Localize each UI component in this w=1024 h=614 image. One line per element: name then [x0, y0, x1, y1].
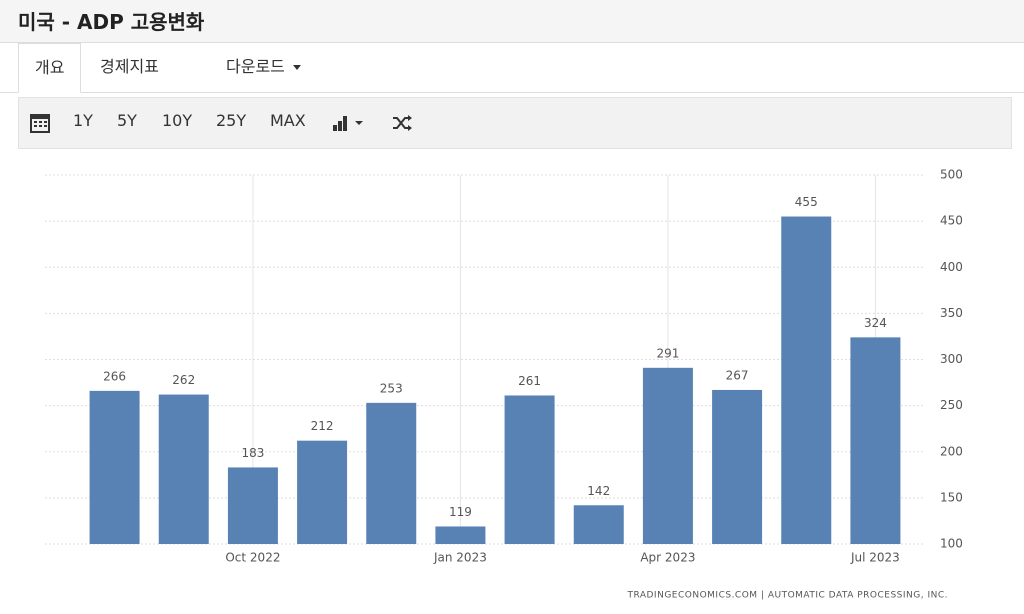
bar: [158, 394, 209, 544]
data-label: 455: [795, 195, 818, 209]
range-button[interactable]: MAX: [270, 111, 306, 130]
y-tick-label: 250: [940, 398, 963, 412]
y-tick-label: 300: [940, 352, 963, 366]
chart-type-icon[interactable]: [331, 113, 371, 133]
bar: [573, 505, 624, 544]
y-tick-label: 350: [940, 306, 963, 320]
data-label: 142: [587, 484, 610, 498]
shuffle-icon[interactable]: [391, 113, 413, 133]
bar: [781, 216, 832, 544]
chart: TRADINGECONOMICS.COM | AUTOMATIC DATA PR…: [45, 168, 963, 601]
tab-label: 다운로드: [226, 57, 285, 76]
x-tick-label: Apr 2023: [640, 551, 695, 565]
y-tick-label: 200: [940, 444, 963, 458]
page-title: 미국 - ADP 고용변화: [18, 10, 205, 34]
source: TRADINGECONOMICS.COM | AUTOMATIC DATA PR…: [626, 591, 948, 601]
data-label: 261: [518, 374, 541, 388]
bar: [227, 467, 278, 544]
title-bar: 미국 - ADP 고용변화: [0, 0, 1024, 43]
data-label: 262: [172, 373, 195, 387]
calendar-icon[interactable]: [29, 112, 51, 134]
bar: [89, 390, 140, 544]
tab[interactable]: 다운로드: [226, 43, 305, 93]
y-tick-label: 400: [940, 260, 963, 274]
range-button[interactable]: 5Y: [117, 111, 137, 130]
tab[interactable]: 개요: [18, 43, 82, 93]
range-button[interactable]: 25Y: [216, 111, 247, 130]
bar: [435, 526, 486, 544]
caret: [292, 65, 301, 70]
range-button[interactable]: 1Y: [73, 111, 93, 130]
bar: [297, 440, 348, 544]
y-tick-label: 450: [940, 214, 963, 228]
tab-bar: 개요 경제지표 다운로드: [0, 43, 1024, 93]
data-label: 267: [726, 368, 749, 382]
tab[interactable]: 경제지표: [100, 57, 159, 76]
x-tick-label: Oct 2022: [225, 551, 280, 565]
toolbar: 1Y 5Y 10Y 25Y MAX: [18, 97, 1012, 149]
x-tick-label: Jul 2023: [850, 551, 900, 565]
data-label: 119: [449, 505, 472, 519]
data-label: 266: [103, 369, 126, 383]
data-label: 291: [656, 346, 679, 360]
bar: [642, 367, 693, 544]
bar: [850, 337, 901, 544]
x-tick-label: Jan 2023: [433, 551, 487, 565]
range-button[interactable]: 10Y: [162, 111, 193, 130]
data-label: 212: [311, 419, 334, 433]
data-label: 183: [241, 446, 264, 460]
bar: [504, 395, 555, 544]
bar: [366, 402, 417, 544]
data-label: 253: [380, 381, 403, 395]
data-label: 324: [864, 316, 887, 330]
y-tick-label: 150: [940, 490, 963, 504]
bar: [712, 389, 763, 544]
y-tick-label: 100: [940, 537, 963, 551]
y-tick-label: 500: [940, 168, 963, 182]
